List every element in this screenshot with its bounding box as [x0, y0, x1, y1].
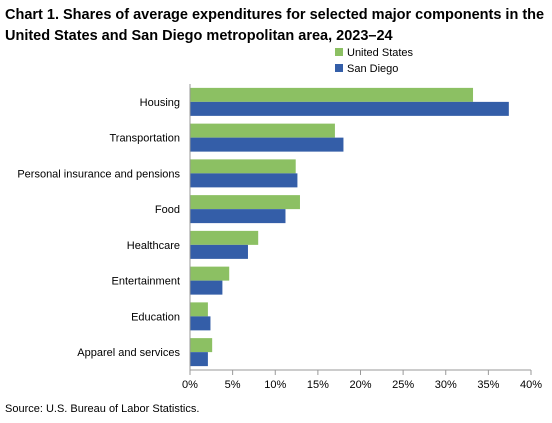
chart-title: Chart 1. Shares of average expenditures … [5, 7, 545, 44]
bar-5-0 [190, 266, 230, 281]
bar-6-0 [190, 302, 208, 317]
bar-7-1 [190, 352, 208, 367]
legend-label-0: United States [347, 47, 414, 59]
bar-6-1 [190, 316, 211, 331]
source-note: Source: U.S. Bureau of Labor Statistics. [5, 403, 200, 415]
x-axis: 0% 5% 10% 15% 20% 25% 30% 35% 40% [182, 84, 542, 391]
category-label-0: Housing [140, 97, 180, 109]
category-label-2: Personal insurance and pensions [17, 168, 180, 180]
category-labels: Housing Transportation Personal insurance … [17, 97, 180, 359]
bar-7-0 [190, 338, 213, 353]
bar-2-0 [190, 159, 296, 174]
x-tick-label-6: 30% [435, 379, 457, 391]
legend: United States San Diego [335, 47, 414, 75]
x-tick-label-7: 35% [477, 379, 499, 391]
bars [190, 87, 509, 367]
legend-label-1: San Diego [347, 63, 398, 75]
x-tick-label-1: 5% [225, 379, 241, 391]
x-tick-label-2: 10% [264, 379, 286, 391]
category-label-3: Food [155, 204, 180, 216]
x-tick-label-8: 40% [520, 379, 542, 391]
category-label-5: Entertainment [112, 276, 180, 288]
category-label-1: Transportation [109, 133, 180, 145]
x-tick-label-4: 20% [349, 379, 371, 391]
category-label-4: Healthcare [127, 240, 180, 252]
bar-0-0 [190, 87, 474, 102]
bar-2-1 [190, 173, 298, 188]
category-label-7: Apparel and services [77, 347, 180, 359]
legend-swatch-1 [335, 64, 343, 72]
category-label-6: Education [131, 311, 180, 323]
bar-1-1 [190, 137, 344, 152]
bar-3-0 [190, 195, 300, 210]
bar-5-1 [190, 280, 223, 295]
x-tick-label-5: 25% [392, 379, 414, 391]
bar-0-1 [190, 101, 509, 116]
bar-3-1 [190, 209, 286, 224]
legend-swatch-0 [335, 48, 343, 56]
bar-4-0 [190, 230, 259, 245]
x-tick-label-3: 15% [307, 379, 329, 391]
x-tick-label-0: 0% [182, 379, 198, 391]
bar-1-0 [190, 123, 335, 138]
bar-4-1 [190, 244, 248, 259]
